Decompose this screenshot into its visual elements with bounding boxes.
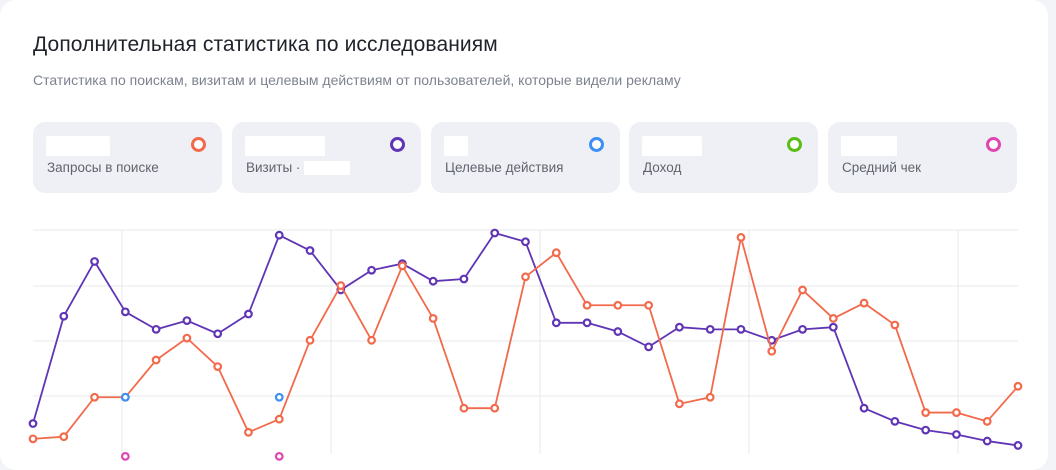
data-point-visits[interactable] [459, 274, 469, 284]
data-point-searches[interactable] [1013, 381, 1023, 391]
data-point-searches[interactable] [952, 408, 961, 417]
metric-label: Средний чек [842, 160, 922, 175]
data-point-searches[interactable] [90, 392, 99, 402]
series-line-searches [32, 236, 1019, 440]
data-point-searches[interactable] [274, 414, 284, 424]
data-point-searches[interactable] [890, 320, 900, 330]
data-point-searches[interactable] [59, 432, 69, 442]
data-point-searches[interactable] [490, 403, 500, 413]
data-point-searches[interactable] [705, 392, 715, 402]
metric-label: Запросы в поиске [47, 160, 159, 175]
data-point-visits[interactable] [952, 430, 961, 439]
data-point-visits[interactable] [551, 318, 561, 328]
data-point-visits[interactable] [213, 329, 223, 339]
data-point-visits[interactable] [736, 324, 746, 334]
metric-label: Доход [643, 160, 682, 175]
metric-tile-revenue[interactable]: Доход [629, 122, 818, 193]
data-point-searches[interactable] [305, 335, 315, 345]
metric-tile-visits[interactable]: Визиты · [232, 122, 421, 193]
metric-tile-searches[interactable]: Запросы в поиске [33, 122, 222, 193]
data-point-searches[interactable] [244, 427, 253, 437]
data-point-searches[interactable] [982, 416, 992, 426]
data-point-visits[interactable] [244, 309, 253, 319]
metric-label: Визиты · [246, 160, 301, 175]
data-point-searches[interactable] [859, 298, 869, 308]
series-marker-icon [787, 137, 802, 152]
data-point-visits[interactable] [890, 416, 900, 426]
data-point-visits[interactable] [859, 403, 869, 413]
series-marker-icon [191, 137, 206, 152]
data-point-visits[interactable] [182, 316, 192, 326]
data-point-visits[interactable] [982, 436, 992, 446]
data-point-visits[interactable] [428, 276, 438, 286]
data-point-searches[interactable] [644, 300, 654, 310]
data-point-searches[interactable] [367, 335, 376, 345]
metric-label: Целевые действия [445, 160, 564, 175]
data-point-searches[interactable] [675, 399, 684, 409]
data-point-searches[interactable] [213, 362, 223, 371]
metric-tile-goals[interactable]: Целевые действия [431, 122, 620, 193]
data-point-searches[interactable] [459, 403, 469, 413]
data-point-visits[interactable] [305, 246, 315, 255]
data-point-searches[interactable] [428, 314, 438, 323]
data-point-searches[interactable] [582, 300, 592, 310]
metric-value-hidden [444, 136, 468, 156]
data-point-visits[interactable] [367, 265, 376, 275]
data-point-visits[interactable] [1013, 441, 1023, 450]
series-line-visits [32, 232, 1019, 447]
data-point-visits[interactable] [582, 318, 592, 328]
series-marker-icon [986, 137, 1001, 152]
data-point-visits[interactable] [798, 324, 807, 334]
data-point-visits[interactable] [90, 257, 99, 266]
data-point-visits[interactable] [490, 228, 500, 238]
data-point-visits[interactable] [921, 425, 931, 435]
metric-label-row: Визиты · [246, 160, 351, 176]
metric-value-hidden [642, 136, 702, 156]
data-point-visits[interactable] [28, 419, 38, 428]
metric-value-hidden [46, 136, 110, 156]
chart-series [28, 228, 1023, 461]
data-point-visits[interactable] [274, 230, 284, 240]
series-marker-icon [390, 137, 405, 152]
data-point-visits[interactable] [59, 311, 69, 321]
data-point-visits[interactable] [151, 324, 161, 334]
data-point-searches[interactable] [613, 300, 623, 310]
data-point-goals[interactable] [274, 392, 284, 402]
data-point-searches[interactable] [767, 346, 777, 356]
metric-value-hidden [245, 136, 325, 156]
page-title: Дополнительная статистика по исследовани… [33, 33, 498, 56]
data-point-visits[interactable] [120, 307, 130, 317]
series-marker-icon [589, 137, 604, 152]
data-point-searches[interactable] [921, 408, 931, 417]
data-point-searches[interactable] [151, 355, 161, 365]
metric-tile-avg-check[interactable]: Средний чек [828, 122, 1017, 193]
data-point-searches[interactable] [551, 248, 561, 258]
data-point-searches[interactable] [28, 434, 38, 444]
data-point-searches[interactable] [828, 314, 838, 323]
data-point-searches[interactable] [736, 232, 746, 242]
data-point-searches[interactable] [798, 285, 807, 295]
data-point-visits[interactable] [613, 327, 623, 336]
data-point-avg_check[interactable] [274, 451, 284, 461]
metric-inline-hidden [304, 161, 351, 176]
data-point-visits[interactable] [828, 322, 838, 332]
data-point-visits[interactable] [705, 324, 715, 334]
data-point-visits[interactable] [521, 237, 530, 247]
data-point-searches[interactable] [521, 272, 530, 282]
chart-grid [33, 229, 1018, 454]
data-point-visits[interactable] [644, 342, 654, 352]
data-point-searches[interactable] [336, 281, 346, 290]
page-subtitle: Статистика по поискам, визитам и целевым… [33, 72, 681, 88]
metric-value-hidden [841, 136, 897, 156]
data-point-avg_check[interactable] [120, 451, 130, 461]
data-point-visits[interactable] [675, 322, 684, 332]
data-point-searches[interactable] [182, 333, 192, 343]
data-point-searches[interactable] [397, 261, 407, 271]
data-point-goals[interactable] [120, 392, 130, 402]
